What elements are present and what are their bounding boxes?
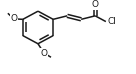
Text: Cl: Cl bbox=[107, 17, 116, 26]
Text: O: O bbox=[41, 49, 47, 58]
Text: O: O bbox=[10, 14, 17, 23]
Text: O: O bbox=[92, 0, 99, 9]
